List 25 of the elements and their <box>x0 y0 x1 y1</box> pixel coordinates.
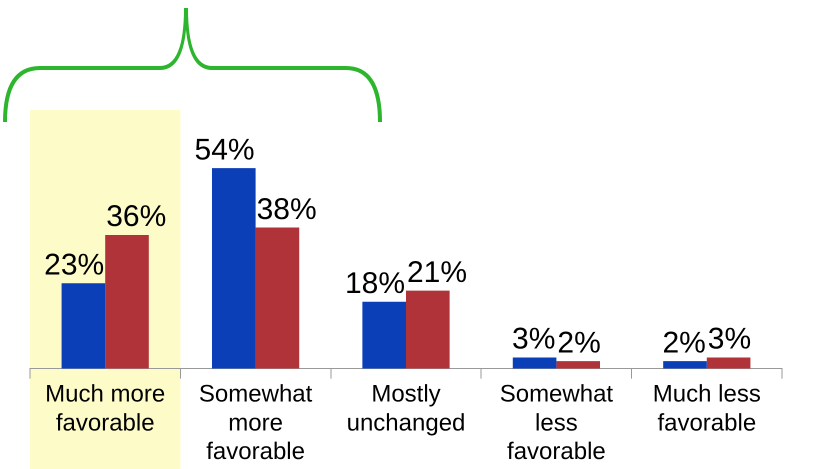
data-label: 2% <box>662 326 706 360</box>
data-label: 36% <box>106 200 166 234</box>
bar <box>105 234 149 369</box>
x-tick-label: Much less favorable <box>652 380 761 436</box>
data-label: 23% <box>44 248 104 282</box>
x-tick-label: Much more favorable <box>45 380 166 436</box>
data-label: 54% <box>194 133 255 166</box>
data-label: 38% <box>256 192 317 226</box>
x-tick-label: Somewhat more favorable <box>198 380 313 466</box>
bar <box>706 357 750 369</box>
data-label: 2% <box>557 326 601 360</box>
data-label: 3% <box>708 322 752 356</box>
bar <box>406 290 450 369</box>
bar <box>212 168 256 369</box>
bar <box>256 228 300 369</box>
bar <box>512 357 556 369</box>
data-label: 21% <box>407 256 468 289</box>
bar <box>556 361 600 369</box>
bar <box>362 302 406 369</box>
bar <box>663 361 707 369</box>
x-tick-label: Somewhat less favorable <box>500 380 614 466</box>
bar <box>62 283 106 369</box>
data-label: 18% <box>344 267 405 300</box>
data-label: 3% <box>512 322 556 356</box>
x-tick-label: Mostly unchanged <box>346 380 466 436</box>
